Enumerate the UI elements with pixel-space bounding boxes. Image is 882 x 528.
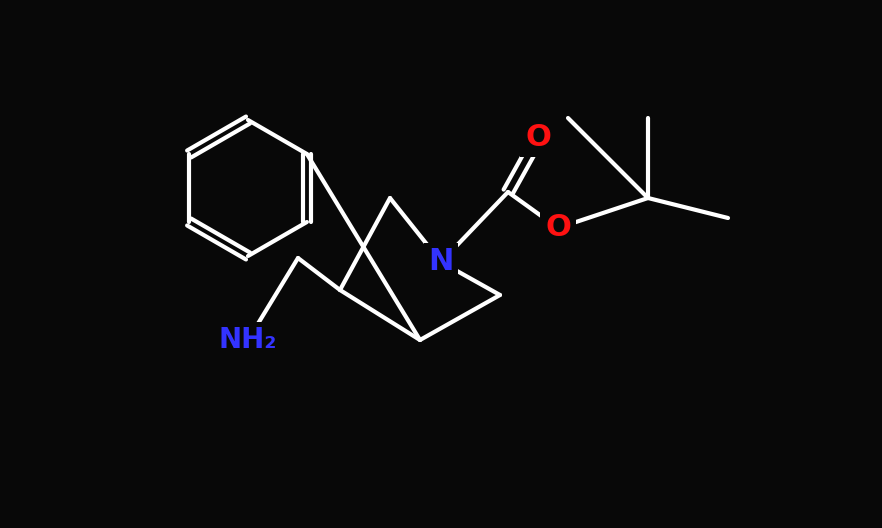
Text: NH₂: NH₂ bbox=[219, 326, 277, 354]
Text: O: O bbox=[525, 124, 551, 153]
Text: N: N bbox=[429, 248, 453, 277]
Text: O: O bbox=[545, 213, 571, 242]
